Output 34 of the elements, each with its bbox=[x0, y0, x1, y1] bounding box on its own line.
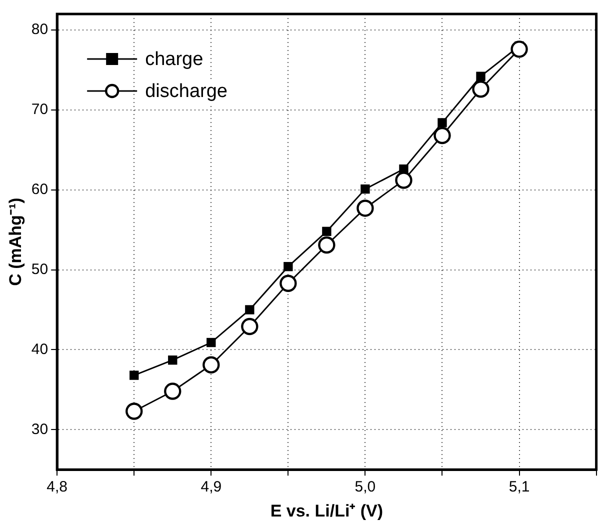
point bbox=[360, 184, 370, 194]
point bbox=[510, 40, 528, 58]
point bbox=[245, 305, 254, 314]
point bbox=[318, 236, 336, 254]
point bbox=[472, 80, 490, 98]
point bbox=[356, 200, 374, 217]
y-tick-label: 60 bbox=[31, 180, 48, 198]
y-tick-label: 50 bbox=[31, 260, 48, 278]
point bbox=[434, 126, 451, 144]
point bbox=[284, 262, 293, 272]
point bbox=[241, 318, 258, 336]
point bbox=[280, 274, 297, 292]
point bbox=[476, 72, 486, 81]
legend-label: charge bbox=[145, 49, 204, 70]
point bbox=[126, 402, 143, 420]
y-tick-label: 40 bbox=[31, 340, 48, 358]
x-tick-label: 4,9 bbox=[200, 478, 222, 496]
point bbox=[202, 356, 220, 374]
point bbox=[322, 226, 332, 236]
point bbox=[130, 370, 139, 380]
y-axis-title: C (mAhg⁻¹) bbox=[6, 198, 25, 286]
y-tick-label: 30 bbox=[31, 420, 48, 438]
point bbox=[206, 338, 216, 348]
point bbox=[438, 118, 447, 128]
point bbox=[395, 172, 412, 189]
point bbox=[164, 382, 182, 400]
x-tick-label: 5,0 bbox=[354, 478, 376, 496]
x-tick-label: 5,1 bbox=[508, 478, 530, 496]
y-tick-label: 80 bbox=[31, 21, 48, 38]
point bbox=[168, 356, 178, 365]
y-tick-label: 70 bbox=[31, 101, 48, 118]
x-tick-label: 4,8 bbox=[46, 478, 68, 496]
x-axis-title: E vs. Li/Li⁺ (V) bbox=[270, 501, 384, 520]
legend-label: discharge bbox=[145, 81, 228, 102]
